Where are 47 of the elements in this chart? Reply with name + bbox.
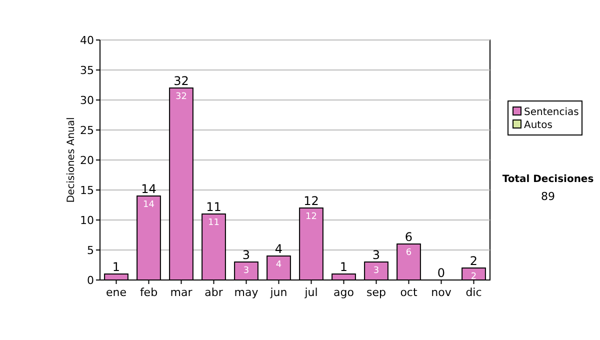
total-label: 6 — [404, 230, 413, 244]
data-label: 3 — [243, 266, 250, 276]
y-tick-label: 10 — [80, 214, 94, 227]
x-tick-label: jul — [304, 286, 318, 299]
y-tick-label: 15 — [80, 184, 94, 197]
total-label: 4 — [274, 242, 283, 256]
text: Total Decisiones — [502, 174, 594, 185]
y-axis-title: Decisiones Anual — [66, 117, 77, 203]
y-tick-label: 35 — [80, 64, 94, 77]
data-label: 32 — [176, 92, 187, 102]
total-label: 3 — [242, 248, 250, 262]
text: 89 — [541, 190, 555, 203]
x-tick-label: ene — [106, 286, 127, 299]
total-label: 3 — [372, 248, 380, 262]
total-label: 1 — [340, 260, 348, 274]
legend-label: Autos — [524, 120, 552, 131]
y-tick-label: 40 — [80, 34, 94, 47]
x-tick-label: nov — [431, 286, 452, 299]
total-label: 0 — [437, 266, 446, 280]
x-tick-label: feb — [140, 286, 158, 299]
x-tick-label: jun — [269, 286, 288, 299]
data-label: 11 — [208, 218, 220, 228]
data-label: 6 — [406, 248, 412, 258]
y-tick-label: 5 — [87, 244, 94, 257]
total-label: 12 — [304, 194, 319, 208]
x-tick-label: may — [234, 286, 259, 299]
x-tick-label: abr — [204, 286, 224, 299]
total-label: 32 — [174, 74, 189, 88]
y-tick-label: 0 — [87, 274, 94, 287]
y-tick-label: 30 — [80, 94, 94, 107]
data-label: 3 — [373, 266, 380, 276]
data-label: 2 — [470, 272, 477, 282]
y-tick-label: 20 — [80, 154, 94, 167]
legend-label: Sentencias — [524, 107, 579, 118]
x-tick-label: dic — [466, 286, 482, 299]
data-label: 14 — [143, 200, 155, 210]
total-label: 1 — [112, 260, 120, 274]
total-label: 11 — [206, 200, 222, 214]
y-tick-label: 25 — [80, 124, 94, 137]
total-label: 14 — [141, 182, 156, 196]
total-label: 2 — [470, 254, 478, 268]
x-tick-label: ago — [334, 286, 354, 299]
x-tick-label: sep — [366, 286, 386, 299]
x-tick-label: oct — [400, 286, 418, 299]
data-label: 12 — [306, 212, 317, 222]
x-tick-label: mar — [170, 286, 193, 299]
data-label: 4 — [276, 260, 282, 270]
